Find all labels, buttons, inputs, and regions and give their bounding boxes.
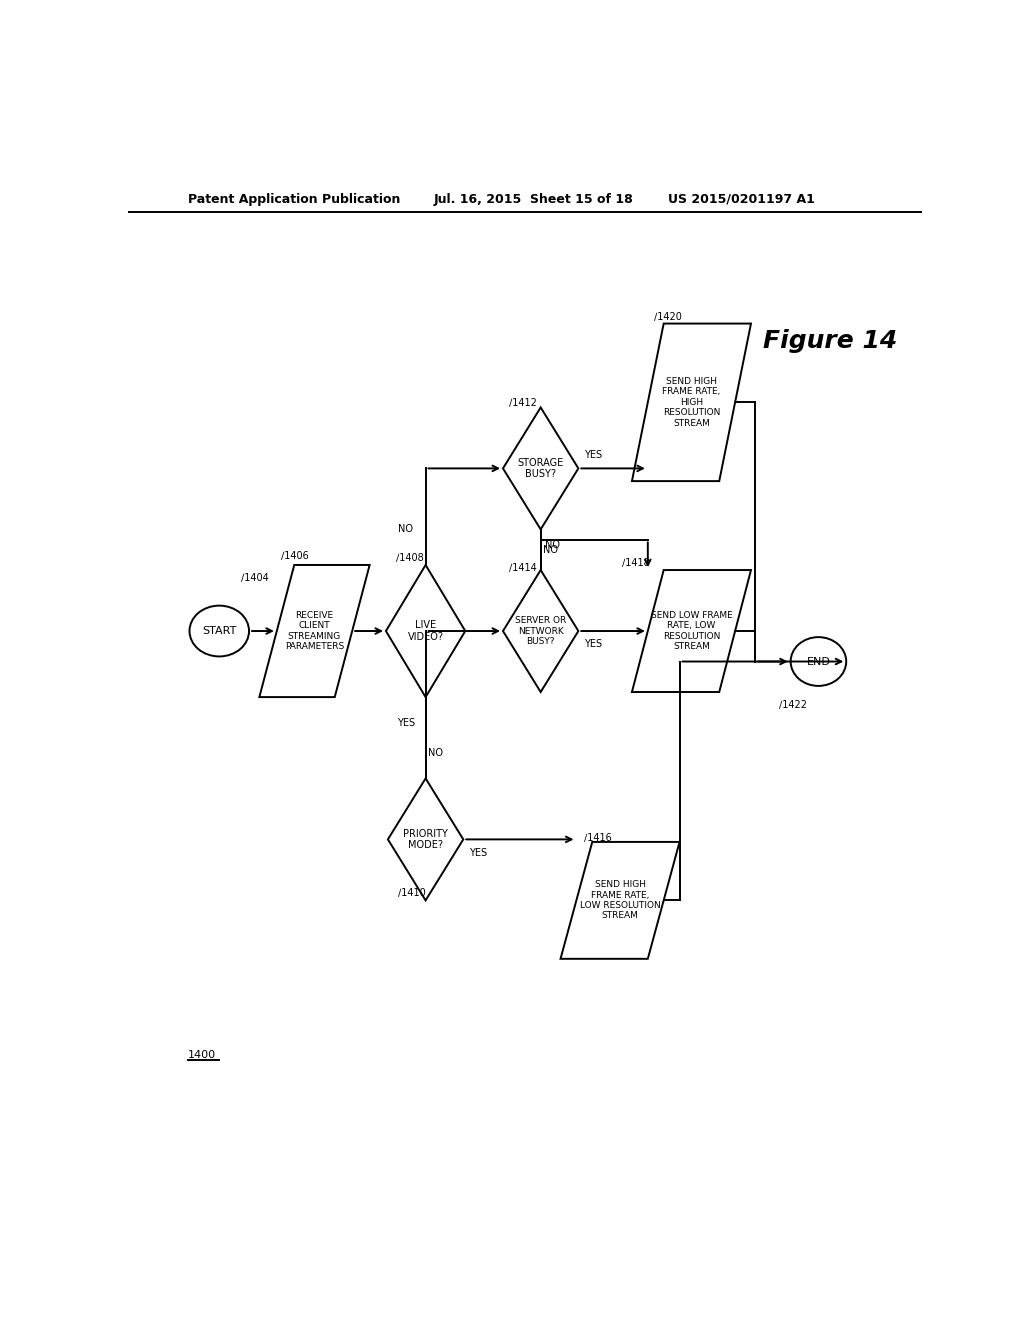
Text: ∕1404: ∕1404 [242, 572, 269, 582]
Text: START: START [202, 626, 237, 636]
Text: ∕1410: ∕1410 [397, 887, 426, 898]
Text: YES: YES [396, 718, 415, 727]
Text: SEND HIGH
FRAME RATE,
HIGH
RESOLUTION
STREAM: SEND HIGH FRAME RATE, HIGH RESOLUTION ST… [663, 378, 721, 428]
Text: NO: NO [398, 524, 414, 535]
Text: ∕1418: ∕1418 [622, 557, 649, 566]
Text: ∕1414: ∕1414 [509, 562, 537, 572]
Text: ∕1422: ∕1422 [778, 700, 807, 709]
Text: NO: NO [545, 540, 560, 549]
Text: Patent Application Publication: Patent Application Publication [187, 193, 400, 206]
Text: Jul. 16, 2015  Sheet 15 of 18: Jul. 16, 2015 Sheet 15 of 18 [433, 193, 633, 206]
Text: ∕1420: ∕1420 [654, 312, 682, 321]
Text: NO: NO [428, 748, 442, 758]
Text: YES: YES [469, 847, 486, 858]
Text: Figure 14: Figure 14 [763, 330, 897, 354]
Text: STORAGE
BUSY?: STORAGE BUSY? [517, 458, 564, 479]
Text: SERVER OR
NETWORK
BUSY?: SERVER OR NETWORK BUSY? [515, 616, 566, 645]
Text: ∕1408: ∕1408 [396, 552, 424, 562]
Text: SEND LOW FRAME
RATE, LOW
RESOLUTION
STREAM: SEND LOW FRAME RATE, LOW RESOLUTION STRE… [650, 611, 732, 651]
Text: LIVE
VIDEO?: LIVE VIDEO? [408, 620, 443, 642]
Text: US 2015/0201197 A1: US 2015/0201197 A1 [668, 193, 814, 206]
Text: ∕1416: ∕1416 [585, 833, 612, 842]
Text: ∕1406: ∕1406 [282, 550, 309, 560]
Text: ∕1412: ∕1412 [509, 397, 537, 408]
Text: RECEIVE
CLIENT
STREAMING
PARAMETERS: RECEIVE CLIENT STREAMING PARAMETERS [285, 611, 344, 651]
Text: SEND HIGH
FRAME RATE,
LOW RESOLUTION
STREAM: SEND HIGH FRAME RATE, LOW RESOLUTION STR… [580, 880, 660, 920]
Text: NO: NO [543, 545, 558, 554]
Text: END: END [807, 656, 830, 667]
Text: PRIORITY
MODE?: PRIORITY MODE? [403, 829, 449, 850]
Text: YES: YES [584, 450, 602, 461]
Text: YES: YES [584, 639, 602, 649]
Text: 1400: 1400 [187, 1049, 216, 1060]
